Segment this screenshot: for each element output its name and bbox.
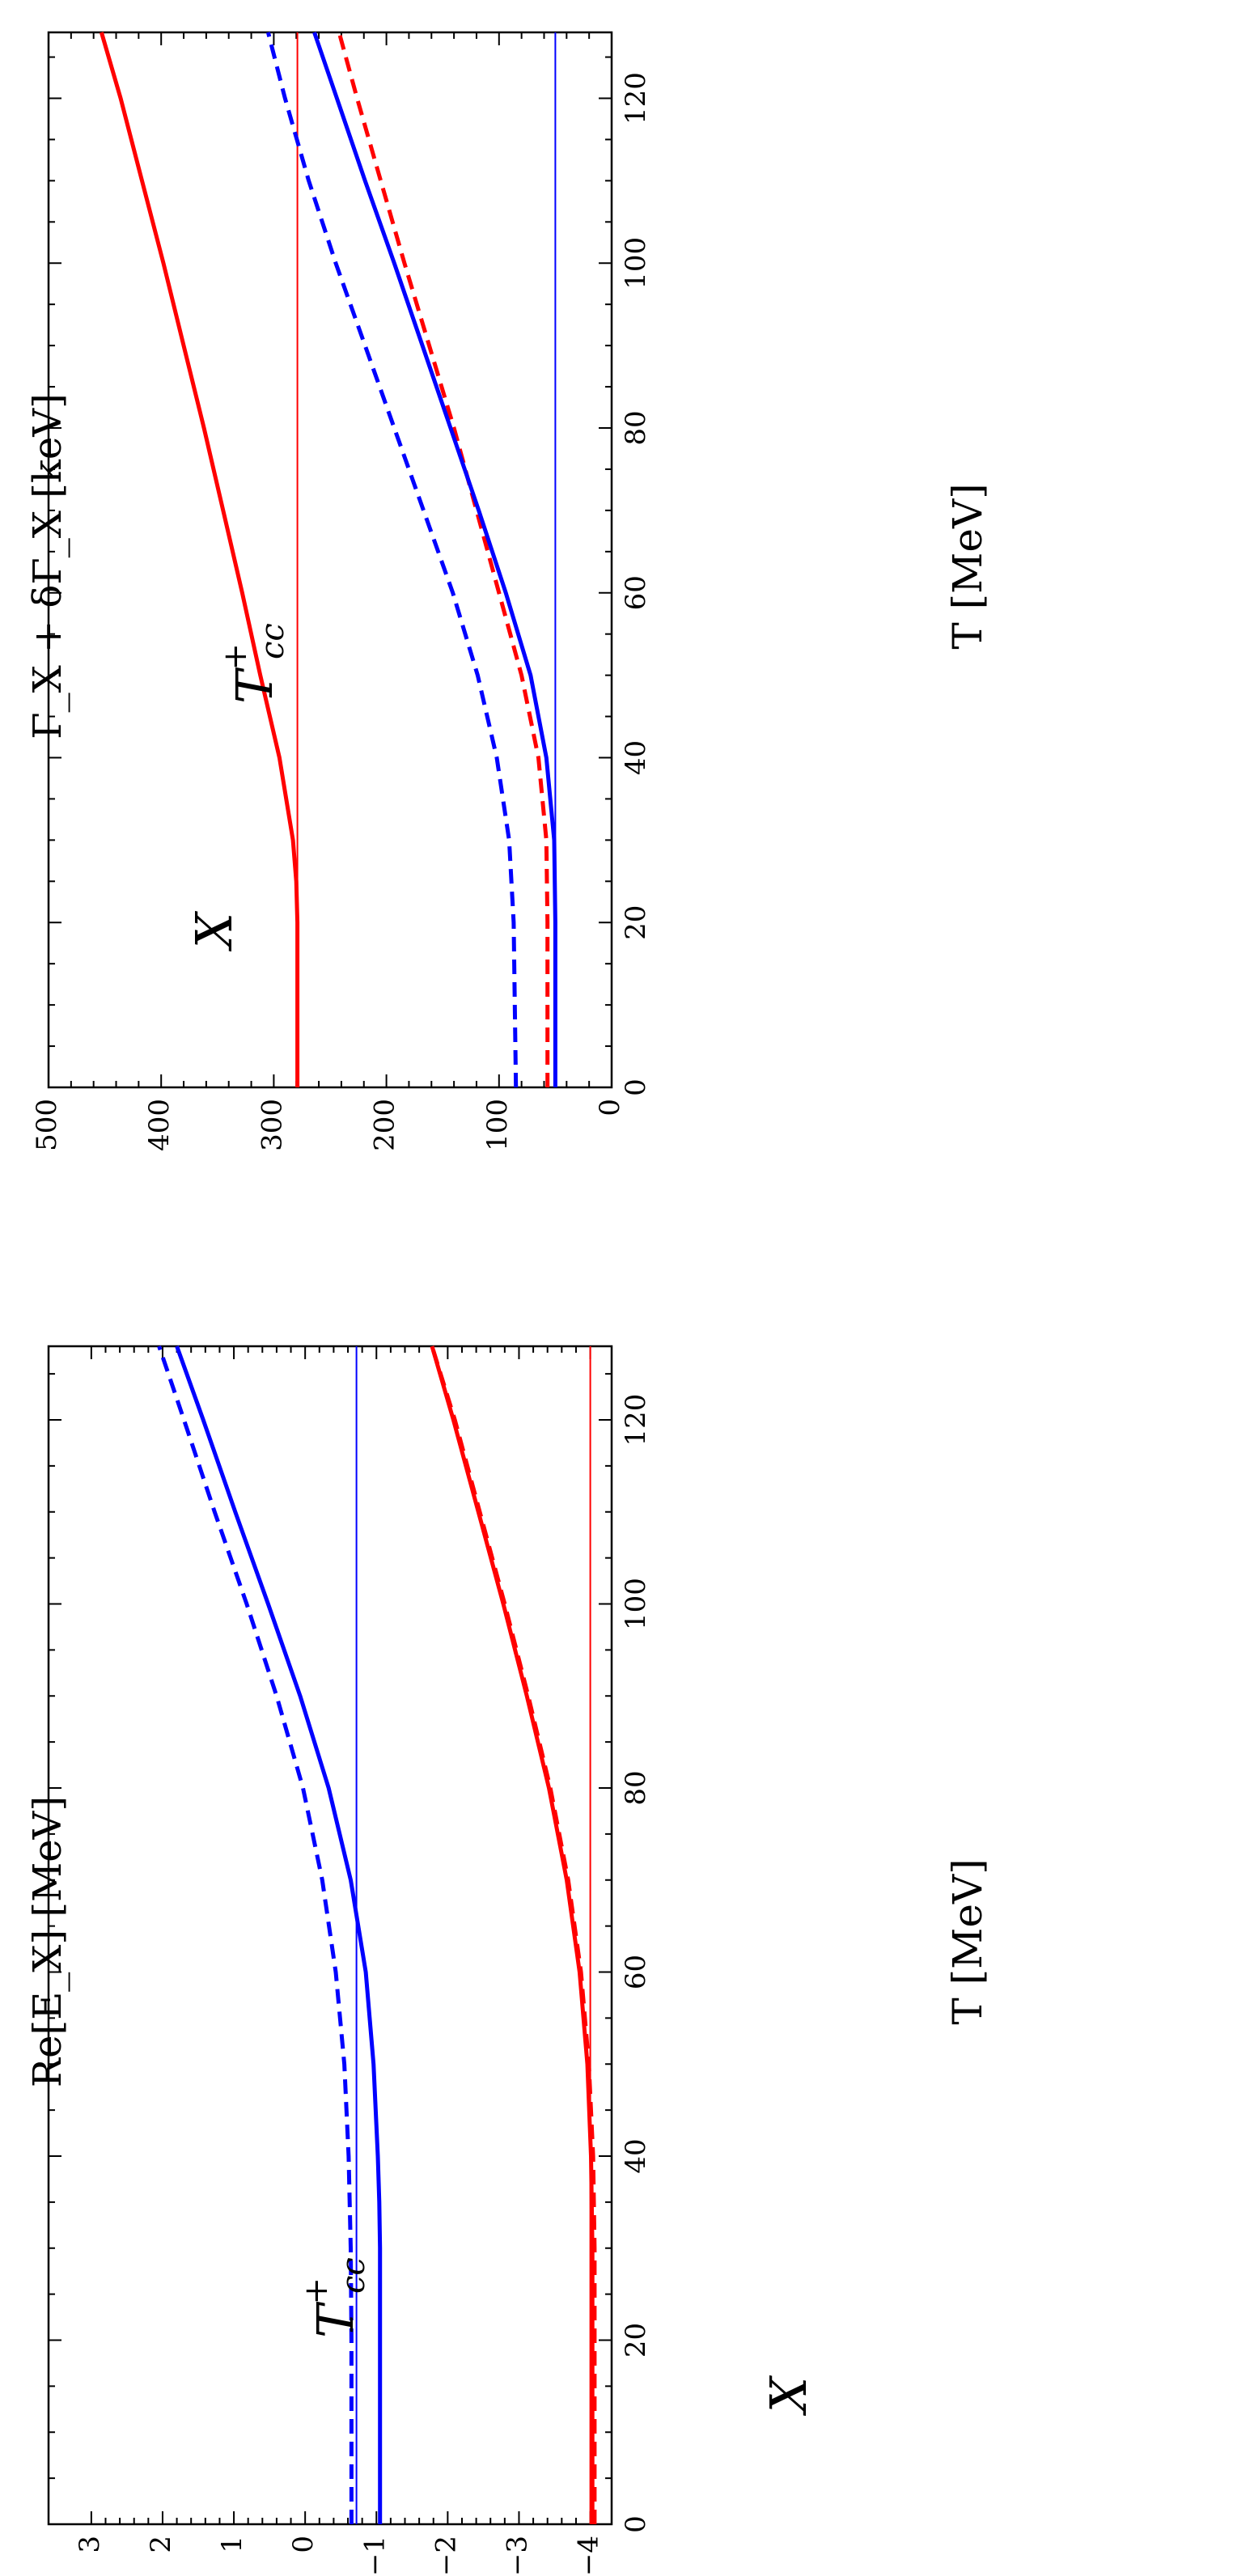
series-line-dashed — [430, 1345, 597, 2524]
y-tick-label: 1 — [216, 2536, 248, 2553]
plot-frame — [47, 1345, 613, 2526]
y-tick-label: 200 — [369, 1099, 401, 1151]
x-tick-label: 0 — [620, 2515, 652, 2533]
y-axis-label: Re[E_X] [MeV] — [25, 1796, 70, 2087]
series-line-dashed — [157, 1345, 354, 2524]
series-annotation: X — [184, 910, 244, 951]
left-panel: 0 20 40 60 80 100 120 −4 −3 −2 −1 0 1 2 3 T [MeV] Re[E_X… — [25, 1345, 991, 2576]
x-tick-label: 60 — [620, 1955, 652, 1989]
x-tick-label: 120 — [620, 1394, 652, 1447]
series-annotation: T+cc — [298, 2257, 372, 2338]
x-tick-label: 80 — [620, 1770, 652, 1805]
plot-frame — [47, 31, 613, 1089]
x-axis-label: T [MeV] — [944, 1858, 991, 2024]
series-line-solid — [430, 1345, 595, 2524]
x-tick-label: 20 — [620, 2323, 652, 2358]
series-line-dashed — [265, 32, 519, 1088]
x-tick-label: 100 — [620, 1578, 652, 1630]
series-annotation: X — [759, 2375, 818, 2416]
x-tick-label: 60 — [620, 575, 652, 610]
y-tick-label: 0 — [594, 1099, 626, 1116]
x-tick-label: 100 — [620, 237, 652, 290]
y-tick-label: −1 — [358, 2536, 391, 2576]
x-tick-label: 40 — [620, 740, 652, 775]
series-line-solid — [175, 1345, 383, 2524]
x-tick-label: 0 — [620, 1078, 652, 1096]
y-tick-label: 500 — [31, 1099, 63, 1151]
y-tick-label: −4 — [573, 2536, 605, 2576]
y-tick-label: 400 — [143, 1099, 176, 1151]
x-tick-label: 20 — [620, 905, 652, 940]
y-tick-label: −2 — [430, 2536, 462, 2576]
x-tick-label: 40 — [620, 2138, 652, 2173]
series-line-solid — [99, 32, 300, 1087]
right-panel: 0 20 40 60 80 100 120 0 100 200 300 400 500 T [MeV] Γ_… — [25, 31, 991, 1151]
y-tick-label: 100 — [481, 1099, 514, 1151]
y-tick-label: 2 — [145, 2536, 177, 2553]
y-tick-label: 300 — [256, 1099, 288, 1151]
y-tick-label: −3 — [501, 2536, 533, 2576]
y-tick-label: 0 — [287, 2536, 320, 2553]
x-tick-label: 80 — [620, 410, 652, 445]
x-tick-label: 120 — [620, 72, 652, 125]
series-line-solid — [312, 32, 557, 1087]
x-axis-label: T [MeV] — [944, 483, 991, 649]
series-annotation: T+cc — [217, 623, 291, 704]
y-axis-label: Γ_X + δΓ_X [keV] — [25, 393, 70, 739]
y-tick-label: 3 — [74, 2536, 106, 2553]
